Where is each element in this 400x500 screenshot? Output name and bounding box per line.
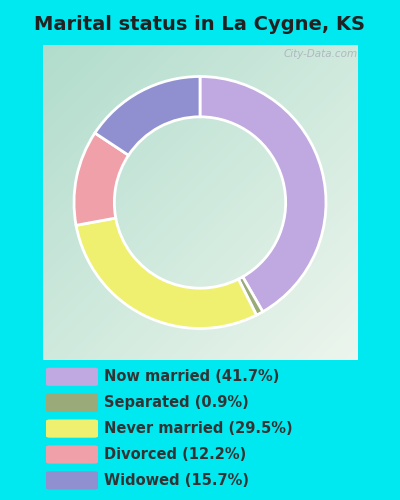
Text: Separated (0.9%): Separated (0.9%) — [104, 395, 249, 410]
Wedge shape — [74, 133, 128, 226]
Wedge shape — [76, 218, 256, 328]
Text: Marital status in La Cygne, KS: Marital status in La Cygne, KS — [34, 15, 366, 34]
FancyBboxPatch shape — [46, 472, 98, 490]
FancyBboxPatch shape — [46, 394, 98, 412]
FancyBboxPatch shape — [46, 368, 98, 386]
Text: Now married (41.7%): Now married (41.7%) — [104, 370, 279, 384]
Text: Never married (29.5%): Never married (29.5%) — [104, 421, 293, 436]
Wedge shape — [200, 76, 326, 312]
Text: City-Data.com: City-Data.com — [283, 49, 358, 59]
Wedge shape — [95, 76, 200, 155]
Text: Divorced (12.2%): Divorced (12.2%) — [104, 447, 246, 462]
FancyBboxPatch shape — [46, 420, 98, 438]
FancyBboxPatch shape — [46, 446, 98, 464]
Text: Widowed (15.7%): Widowed (15.7%) — [104, 473, 249, 488]
Wedge shape — [238, 277, 263, 315]
